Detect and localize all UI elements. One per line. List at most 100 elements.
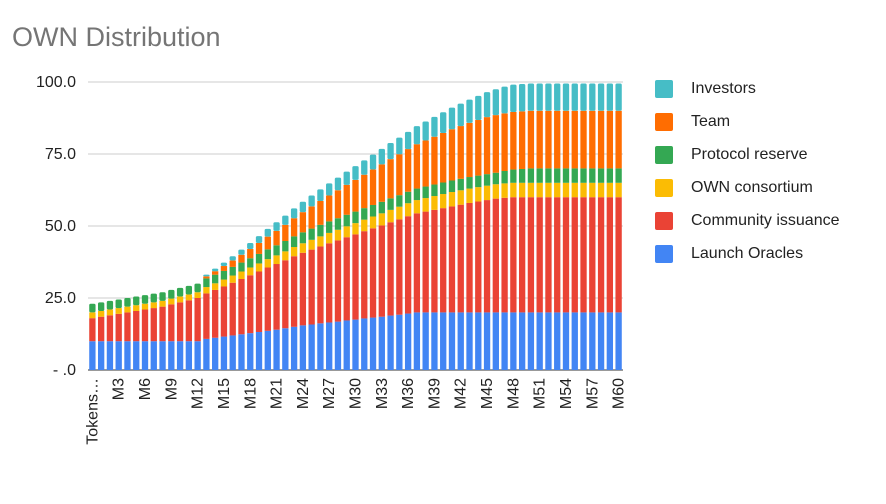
bar-segment bbox=[308, 206, 315, 229]
bar-segment bbox=[387, 209, 394, 223]
bar-segment bbox=[615, 83, 622, 111]
bar-segment bbox=[290, 247, 298, 257]
legend-item-community-issuance[interactable]: Community issuance bbox=[655, 204, 840, 237]
bar-segment bbox=[229, 335, 236, 370]
legend-item-launch-oracles[interactable]: Launch Oracles bbox=[655, 237, 840, 270]
bar-segment bbox=[247, 333, 254, 370]
bar-segment bbox=[264, 330, 271, 370]
bar-segment bbox=[597, 110, 605, 169]
bar-segment bbox=[185, 294, 193, 301]
bar-segment bbox=[352, 179, 359, 212]
bar-segment bbox=[159, 300, 166, 307]
bar-segment bbox=[396, 154, 403, 196]
bar-segment bbox=[457, 312, 464, 370]
bar-segment bbox=[510, 169, 517, 183]
bar-segment bbox=[440, 208, 447, 313]
bar-segment bbox=[203, 276, 210, 279]
bar-segment bbox=[483, 92, 491, 118]
bar-segment bbox=[440, 182, 447, 195]
bar-segment bbox=[562, 312, 570, 370]
bar-segment bbox=[176, 341, 184, 370]
bar-segment bbox=[448, 180, 456, 193]
bar-segment bbox=[264, 236, 271, 250]
bar-segment bbox=[492, 184, 499, 199]
bar-segment bbox=[448, 107, 456, 130]
bar-segment bbox=[369, 216, 377, 229]
bar-segment bbox=[422, 140, 429, 187]
bar-segment bbox=[352, 211, 359, 224]
bar-segment bbox=[422, 186, 429, 199]
bar-segment bbox=[168, 289, 175, 299]
bar-segment bbox=[176, 302, 184, 342]
bar-segment bbox=[89, 312, 96, 319]
bar-segment bbox=[440, 132, 447, 183]
bar-segment bbox=[527, 168, 535, 183]
bar-segment bbox=[220, 279, 228, 287]
bar-segment bbox=[106, 300, 114, 310]
bar-segment bbox=[308, 324, 315, 370]
bar-segment bbox=[343, 184, 350, 215]
bar-segment bbox=[361, 174, 368, 209]
bar-segment bbox=[475, 95, 482, 121]
bar-segment bbox=[255, 263, 263, 272]
bar-segment bbox=[562, 182, 570, 198]
bar-segment bbox=[562, 168, 570, 183]
bar-segment bbox=[133, 310, 140, 342]
bar-segment bbox=[203, 293, 210, 339]
bar-segment bbox=[448, 206, 456, 313]
bar-segment bbox=[483, 312, 491, 370]
bar-segment bbox=[203, 278, 210, 288]
bar-segment bbox=[264, 249, 271, 260]
bar-segment bbox=[168, 304, 175, 342]
bar-segment bbox=[431, 312, 438, 370]
bar-segment bbox=[343, 214, 350, 227]
bar-segment bbox=[422, 312, 429, 370]
legend-item-own-consortium[interactable]: OWN consortium bbox=[655, 171, 840, 204]
bar-segment bbox=[518, 111, 526, 169]
bar-segment bbox=[580, 312, 587, 370]
bar-segment bbox=[203, 338, 210, 370]
x-tick-label: M48 bbox=[505, 378, 522, 409]
bar-segment bbox=[457, 204, 464, 313]
bar-segment bbox=[317, 246, 324, 324]
x-tick-label: M15 bbox=[216, 378, 233, 409]
bar-segment bbox=[343, 237, 350, 321]
bar-segment bbox=[255, 236, 263, 243]
bar-segment bbox=[597, 83, 605, 111]
bar-segment bbox=[501, 170, 508, 184]
bar-segment bbox=[229, 275, 236, 283]
legend-item-protocol-reserve[interactable]: Protocol reserve bbox=[655, 138, 840, 171]
bar-segment bbox=[369, 154, 377, 170]
bar-segment bbox=[247, 267, 254, 276]
legend-swatch-investors bbox=[655, 79, 673, 98]
x-tick-label: M45 bbox=[479, 378, 496, 409]
legend-item-team[interactable]: Team bbox=[655, 105, 840, 138]
x-tick-label: M36 bbox=[400, 378, 417, 409]
x-tick-label: Tokens… bbox=[84, 378, 101, 445]
legend-swatch-team bbox=[655, 112, 673, 131]
bar-segment bbox=[597, 312, 605, 370]
bar-segment bbox=[413, 144, 421, 189]
bar-segment bbox=[290, 326, 298, 370]
bar-segment bbox=[545, 197, 552, 313]
x-tick-label: M27 bbox=[321, 378, 338, 409]
bar-segment bbox=[457, 190, 464, 205]
bar-segment bbox=[440, 112, 447, 133]
bar-segment bbox=[133, 341, 140, 370]
legend-label: Launch Oracles bbox=[691, 244, 804, 262]
bar-segment bbox=[203, 274, 210, 277]
bar-segment bbox=[334, 190, 342, 219]
bar-segment bbox=[212, 268, 219, 272]
bar-segment bbox=[571, 197, 578, 313]
x-tick-label: M51 bbox=[532, 378, 549, 409]
bar-segment bbox=[361, 208, 368, 220]
bar-segment bbox=[431, 209, 438, 313]
bar-segment bbox=[334, 240, 342, 322]
bar-segment bbox=[212, 274, 219, 284]
bar-segment bbox=[255, 253, 263, 264]
legend-item-investors[interactable]: Investors bbox=[655, 72, 840, 105]
bar-segment bbox=[536, 182, 543, 198]
bar-segment bbox=[141, 295, 149, 304]
bar-segment bbox=[483, 200, 491, 313]
bar-segment bbox=[518, 84, 526, 112]
